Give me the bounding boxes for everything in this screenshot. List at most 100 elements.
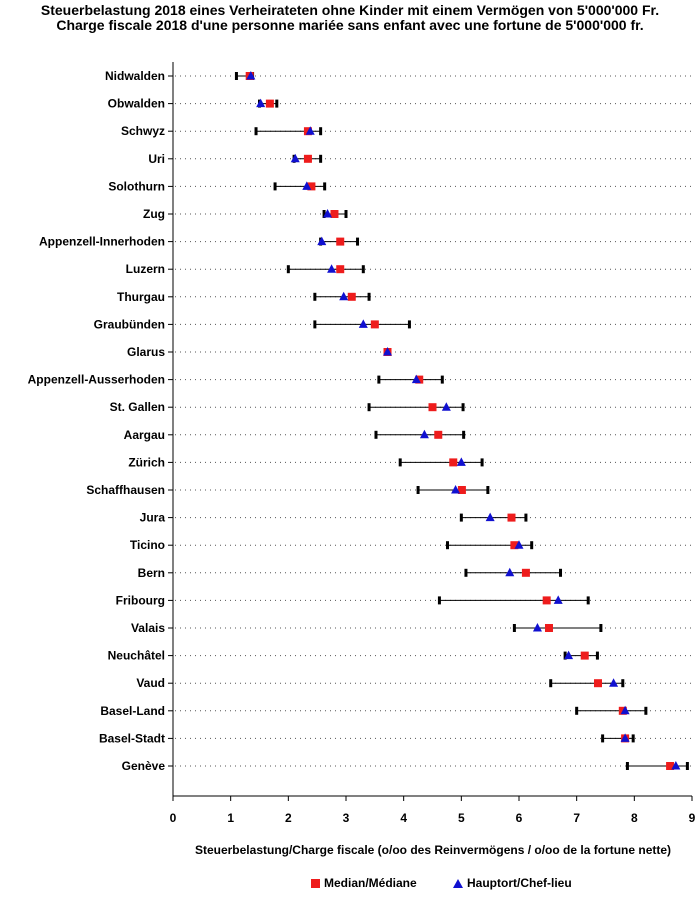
median-marker (303, 154, 312, 163)
capital-marker (302, 181, 312, 190)
range-min-cap (377, 375, 381, 384)
capital-marker (485, 512, 495, 522)
median-marker (415, 375, 424, 384)
x-tick-label: 6 (516, 811, 523, 825)
range-max-cap (361, 265, 365, 274)
canton-label: St. Gallen (110, 400, 165, 414)
median-marker (580, 651, 589, 660)
median-marker (330, 210, 339, 218)
capital-marker (564, 650, 574, 660)
median-marker (507, 513, 516, 522)
x-tick-label: 7 (573, 811, 580, 825)
canton-label: Valais (131, 621, 165, 635)
median-marker (434, 430, 443, 439)
capital-marker (290, 153, 300, 163)
legend-label-capital: Hauptort/Chef-lieu (467, 876, 572, 890)
capital-marker (383, 347, 393, 356)
median-marker (457, 486, 466, 494)
range-min-cap (313, 292, 317, 301)
x-tick-label: 0 (170, 811, 177, 825)
canton-label: Ticino (130, 538, 165, 552)
x-tick-label: 8 (631, 811, 638, 825)
range-layer (234, 72, 689, 770)
canton-label: Obwalden (108, 97, 165, 111)
canton-label: Schaffhausen (86, 483, 165, 497)
capital-marker (553, 595, 563, 604)
canton-label: Basel-Stadt (99, 731, 165, 745)
x-tick-label: 9 (689, 811, 696, 825)
median-marker (307, 182, 316, 191)
median-marker (428, 403, 437, 412)
canton-label: Bern (138, 566, 165, 580)
median-marker (510, 541, 519, 550)
canton-label: Aargau (124, 428, 165, 442)
range-max-cap (462, 430, 466, 439)
range-max-cap (524, 513, 528, 522)
canton-label: Uri (148, 152, 165, 166)
capital-marker (305, 126, 315, 135)
capital-marker (456, 457, 466, 466)
canton-label: Genève (122, 759, 166, 773)
x-tick-label: 2 (285, 811, 292, 825)
chart-title-german: Steuerbelastung 2018 eines Verheirateten… (40, 2, 660, 18)
range-min-cap (549, 679, 553, 688)
capital-marker (441, 402, 451, 411)
capital-marker (671, 761, 681, 770)
range-min-cap (367, 403, 371, 412)
range-min-cap (464, 568, 468, 577)
range-min-cap (322, 210, 326, 218)
capital-marker (451, 485, 461, 494)
range-max-cap (599, 624, 603, 632)
median-square-icon (311, 878, 320, 888)
range-max-cap (644, 706, 648, 715)
canton-label: Schwyz (121, 124, 165, 138)
range-max-cap (486, 486, 490, 494)
capital-marker (419, 429, 429, 439)
grid-layer (175, 75, 692, 767)
range-min-cap (575, 706, 579, 715)
range-min-cap (374, 430, 378, 439)
x-tick-label: 1 (227, 811, 234, 825)
range-max-cap (559, 568, 563, 577)
canton-label: Basel-Land (100, 704, 165, 718)
capital-marker (339, 291, 349, 301)
median-marker (594, 679, 603, 688)
range-min-cap (273, 182, 277, 191)
capital-marker (411, 374, 421, 384)
x-axis-title: Steuerbelastung/Charge fiscale (o/oo des… (194, 843, 672, 857)
range-min-cap (416, 486, 420, 494)
canton-label: Fribourg (116, 593, 165, 607)
capital-marker (609, 678, 619, 687)
median-marker (265, 99, 274, 108)
range-max-cap (319, 154, 323, 163)
median-marker (336, 265, 345, 274)
capital-marker (256, 98, 266, 108)
range-max-cap (461, 403, 465, 412)
x-axis: 0 1 2 3 4 5 6 7 8 9 (168, 62, 696, 825)
category-labels: Nidwalden Obwalden Schwyz Uri Solothurn Zug Ap… (28, 69, 166, 773)
range-min-cap (313, 320, 317, 329)
canton-label: Zug (143, 207, 165, 221)
range-max-cap (344, 210, 348, 218)
capital-marker (620, 705, 630, 715)
median-marker (347, 292, 356, 301)
range-max-cap (621, 679, 625, 688)
range-min-cap (445, 541, 449, 550)
median-marker (370, 320, 379, 329)
capital-marker (620, 733, 630, 742)
canton-label: Zürich (128, 455, 165, 469)
canton-label: Luzern (126, 262, 165, 276)
range-max-cap (319, 127, 323, 136)
range-max-cap (586, 596, 590, 605)
range-min-cap (459, 513, 463, 522)
canton-label: Jura (140, 511, 166, 525)
canton-label: Glarus (127, 345, 165, 359)
range-max-cap (530, 541, 534, 550)
range-max-cap (631, 734, 635, 743)
range-max-cap (407, 320, 411, 329)
median-marker (666, 762, 675, 770)
range-min-cap (286, 265, 290, 274)
canton-label: Solothurn (108, 179, 165, 193)
legend-item-capital: Hauptort/Chef-lieu (453, 876, 572, 890)
